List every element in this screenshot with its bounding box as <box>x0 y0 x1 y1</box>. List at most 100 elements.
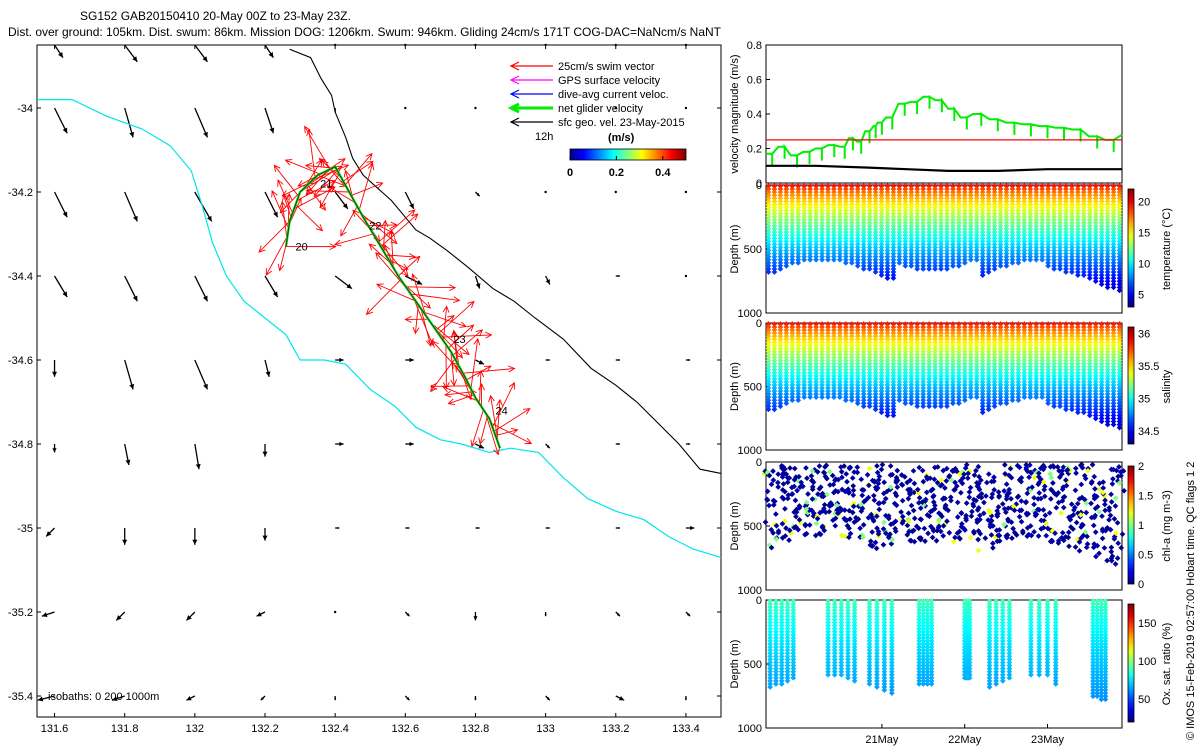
section-point <box>854 210 861 217</box>
section-point <box>783 241 790 248</box>
swim-vector <box>382 220 386 251</box>
section-point <box>854 229 861 235</box>
section-point <box>908 207 915 214</box>
section-point <box>854 198 861 205</box>
current-vector-head <box>62 291 68 297</box>
section-point <box>1003 189 1010 195</box>
section-point <box>872 207 879 214</box>
section-point <box>1080 220 1087 226</box>
section-point <box>878 235 885 242</box>
section-point <box>1080 183 1087 189</box>
current-vector-head <box>62 127 68 134</box>
section-point <box>1116 216 1123 223</box>
section-point <box>866 241 873 248</box>
section-point <box>950 238 956 245</box>
section-point <box>866 250 873 257</box>
swim-vector-head <box>496 398 503 407</box>
section-point <box>1104 272 1111 278</box>
section-point <box>967 232 974 239</box>
section-point <box>783 232 790 239</box>
section-point <box>789 253 796 260</box>
section-point <box>1116 204 1123 211</box>
section-point <box>914 216 921 223</box>
section-point <box>961 204 968 211</box>
swim-vector <box>366 279 402 315</box>
section-point <box>848 241 855 248</box>
section-point <box>920 229 927 235</box>
swim-vector-head <box>273 164 281 172</box>
section-point <box>967 229 974 235</box>
section-point <box>914 204 921 211</box>
section-point <box>997 186 1004 192</box>
swim-vector <box>265 235 288 276</box>
current-vector-head <box>342 203 348 209</box>
swim-vector <box>273 165 299 197</box>
swim-vector-head <box>447 398 456 405</box>
section-point <box>938 207 944 214</box>
swim-vector <box>375 237 409 277</box>
section-colorbar <box>1127 188 1135 308</box>
swim-vector-head <box>277 179 284 187</box>
section-point <box>932 204 938 211</box>
section-point <box>1033 216 1040 223</box>
section-point <box>1098 256 1105 263</box>
section-point <box>884 207 891 214</box>
section-point <box>1116 213 1123 220</box>
section-point <box>961 183 968 189</box>
section-point <box>777 195 784 202</box>
section-point <box>1086 210 1093 217</box>
section-point <box>813 223 819 229</box>
section-point <box>795 232 802 239</box>
section-point <box>765 201 772 208</box>
section-point <box>967 235 974 242</box>
section-point <box>979 220 986 226</box>
current-vector <box>124 359 134 390</box>
swim-vector-head <box>304 125 311 134</box>
section-point <box>890 213 897 220</box>
colorbar-tick-label: 10 <box>1138 259 1150 271</box>
section-point <box>997 226 1004 232</box>
section-point <box>896 241 903 248</box>
current-vector-head <box>37 696 44 702</box>
section-point <box>1098 259 1105 266</box>
swim-vector-head <box>447 314 455 322</box>
section-point <box>795 210 802 217</box>
section-point <box>932 232 938 239</box>
section-point <box>950 226 956 232</box>
section-point <box>1003 238 1010 245</box>
section-point <box>765 253 772 260</box>
swim-vector <box>321 160 348 189</box>
section-point <box>908 247 915 254</box>
section-point <box>926 183 932 189</box>
section-point <box>985 250 992 257</box>
section-point <box>1045 263 1051 269</box>
section-point <box>956 223 962 229</box>
section-point <box>1051 247 1057 254</box>
section-point <box>932 263 938 269</box>
section-point <box>819 250 825 257</box>
section-point <box>1104 238 1111 245</box>
section-point <box>878 272 885 278</box>
section-point <box>1039 250 1045 257</box>
section-point <box>777 204 784 211</box>
section-point <box>765 238 772 245</box>
section-point <box>765 241 772 248</box>
section-point <box>973 220 980 226</box>
section-point <box>1045 201 1051 208</box>
section-point <box>848 223 855 229</box>
section-point <box>843 247 849 254</box>
section-point <box>1027 192 1034 199</box>
section-point <box>1045 223 1051 229</box>
section-point <box>878 229 885 235</box>
section-point <box>1086 207 1093 214</box>
colorbar-tick-label: 0.4 <box>655 167 671 179</box>
section-point <box>878 244 885 251</box>
section-point <box>1092 235 1099 242</box>
section-point <box>825 244 831 251</box>
section-point <box>890 247 897 254</box>
section-point <box>1003 186 1010 192</box>
section-point <box>1075 189 1081 195</box>
swim-vector <box>313 170 338 197</box>
section-point <box>1051 210 1057 217</box>
section-point <box>1027 210 1034 217</box>
